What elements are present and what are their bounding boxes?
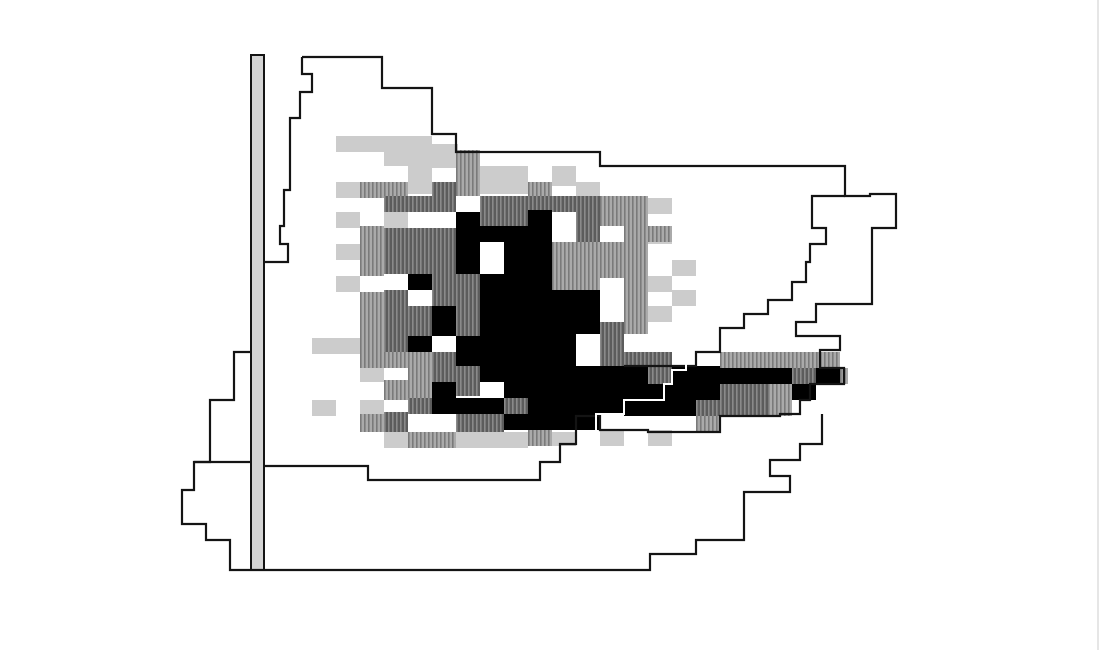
upper-left-outline [264, 57, 314, 264]
inner-white-boundary [595, 356, 687, 432]
inner-step-outline [624, 194, 845, 368]
right-edge-rule [1097, 0, 1099, 650]
vertical-boundary-bar [250, 54, 265, 571]
upper-region-outline [264, 55, 898, 482]
region-outlines [180, 55, 898, 572]
shade-level-4-cells [408, 210, 840, 430]
